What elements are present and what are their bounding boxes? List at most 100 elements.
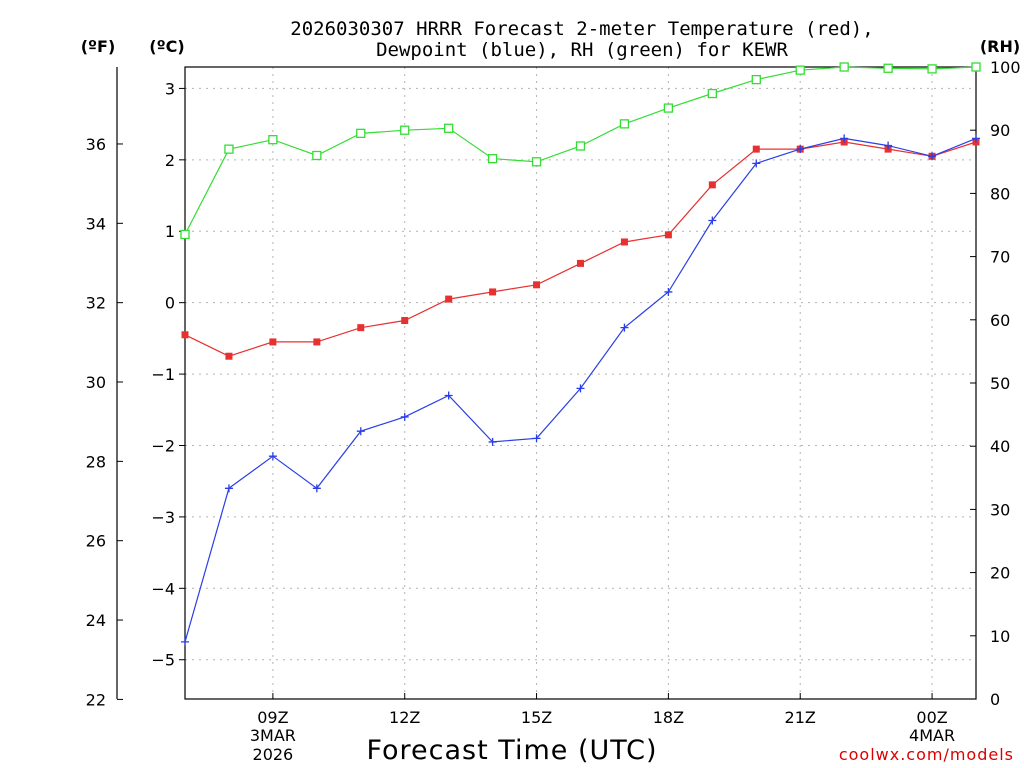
dewpoint-point (576, 384, 585, 393)
x-axis-label: Forecast Time (UTC) (366, 735, 657, 766)
rh-point (312, 150, 322, 161)
dewpoint-point (840, 134, 849, 143)
rh-point (487, 153, 498, 164)
rh-tick-label: 100 (990, 58, 1021, 77)
dewpoint-point (400, 412, 409, 421)
rh-point (575, 141, 586, 151)
rh-tick-label: 40 (990, 437, 1010, 456)
data-series (180, 62, 981, 646)
fahrenheit-tick-label: 22 (86, 690, 106, 709)
grid-lines (185, 67, 976, 699)
rh-tick-label: 60 (990, 311, 1010, 330)
dewpoint-point (488, 437, 497, 446)
rh-tick-label: 50 (990, 374, 1010, 393)
2-meter-temperature-point (269, 338, 277, 346)
celsius-tick-label: −5 (151, 651, 175, 670)
dewpoint-point (268, 452, 277, 461)
x-year-label: 2026 (253, 745, 294, 764)
dewpoint-point (972, 134, 980, 143)
rh-point (224, 144, 234, 154)
celsius-tick-label: −2 (151, 436, 175, 455)
celsius-unit-label: (ºC) (149, 37, 184, 56)
celsius-tick-label: 0 (165, 294, 175, 313)
rh-tick-label: 30 (990, 500, 1010, 519)
2-meter-temperature-point (664, 231, 672, 239)
celsius-tick-label: 3 (165, 79, 175, 98)
credit-text: coolwx.com/models (839, 745, 1014, 764)
chart-title-line1: 2026030307 HRRR Forecast 2-meter Tempera… (290, 18, 873, 40)
rh-point (356, 128, 366, 139)
celsius-tick-label: 1 (165, 222, 175, 241)
x-tick-label: 21Z (785, 708, 816, 727)
fahrenheit-tick-label: 28 (86, 452, 106, 471)
fahrenheit-tick-label: 30 (86, 373, 106, 392)
2-meter-temperature-point (401, 317, 409, 325)
2-meter-temperature-point (708, 181, 716, 189)
rh-point (268, 135, 278, 145)
x-date-label: 3MAR (250, 726, 296, 745)
celsius-tick-label: −3 (151, 508, 175, 527)
rh-tick-label: 10 (990, 627, 1010, 646)
rh-tick-label: 90 (990, 121, 1010, 140)
plot-frame (184, 66, 977, 700)
x-tick-label: 15Z (521, 708, 552, 727)
celsius-tick-label: −4 (151, 579, 175, 598)
rh-point (663, 103, 674, 113)
rh-point (707, 88, 717, 99)
rh-tick-label: 80 (990, 184, 1010, 203)
rh-line (184, 66, 977, 235)
x-tick-label: 18Z (653, 708, 684, 727)
dewpoint-point (444, 391, 453, 400)
2-meter-temperature-point (181, 331, 189, 339)
x-tick-label: 09Z (257, 708, 288, 727)
dewpoint-point (796, 145, 805, 154)
dewpoint-point (356, 427, 365, 436)
rh-point (751, 74, 761, 85)
dewpoint-point (664, 287, 673, 296)
dewpoint-point (884, 141, 893, 150)
dewpoint-point (752, 159, 761, 168)
rh-point (795, 65, 805, 75)
dewpoint-point (532, 434, 541, 443)
rh-point (444, 123, 454, 133)
fahrenheit-tick-label: 24 (86, 611, 106, 630)
rh-unit-label: (RH) (980, 37, 1020, 56)
2-meter-temperature-point (445, 295, 453, 303)
dewpoint-point (224, 484, 233, 493)
2-meter-temperature-point (752, 145, 760, 153)
dewpoint-point (181, 637, 189, 646)
rh-point (927, 64, 937, 74)
dewpoint-point (708, 216, 717, 225)
fahrenheit-tick-label: 34 (86, 214, 106, 233)
rh-point (883, 63, 893, 73)
dewpoint-point (928, 152, 937, 161)
axes-ticks: 3210−1−2−3−4−536343230282624221009080706… (86, 58, 1021, 764)
rh-point (839, 62, 849, 72)
celsius-tick-label: 2 (165, 151, 175, 170)
2-meter-temperature-point (533, 281, 541, 289)
fahrenheit-tick-label: 36 (86, 135, 106, 154)
x-date-label: 4MAR (909, 726, 955, 745)
rh-point (400, 125, 410, 135)
x-tick-label: 00Z (916, 708, 947, 727)
2-meter-temperature-point (489, 288, 497, 296)
2-meter-temperature-line (184, 141, 977, 357)
fahrenheit-tick-label: 26 (86, 532, 106, 551)
celsius-tick-label: −1 (151, 365, 175, 384)
rh-point (180, 229, 190, 240)
2-meter-temperature-point (313, 338, 321, 346)
rh-tick-label: 0 (990, 690, 1000, 709)
2-meter-temperature-point (577, 259, 584, 267)
chart-title-line2: Dewpoint (blue), RH (green) for KEWR (376, 39, 788, 61)
rh-point (531, 157, 542, 167)
fahrenheit-tick-label: 32 (86, 294, 106, 313)
dewpoint-point (620, 323, 629, 332)
rh-point (619, 119, 630, 129)
dewpoint-point (312, 484, 321, 493)
2-meter-temperature-point (620, 238, 628, 246)
rh-tick-label: 70 (990, 248, 1010, 267)
2-meter-temperature-point (357, 324, 365, 332)
x-tick-label: 12Z (389, 708, 420, 727)
fahrenheit-unit-label: (ºF) (81, 37, 116, 56)
